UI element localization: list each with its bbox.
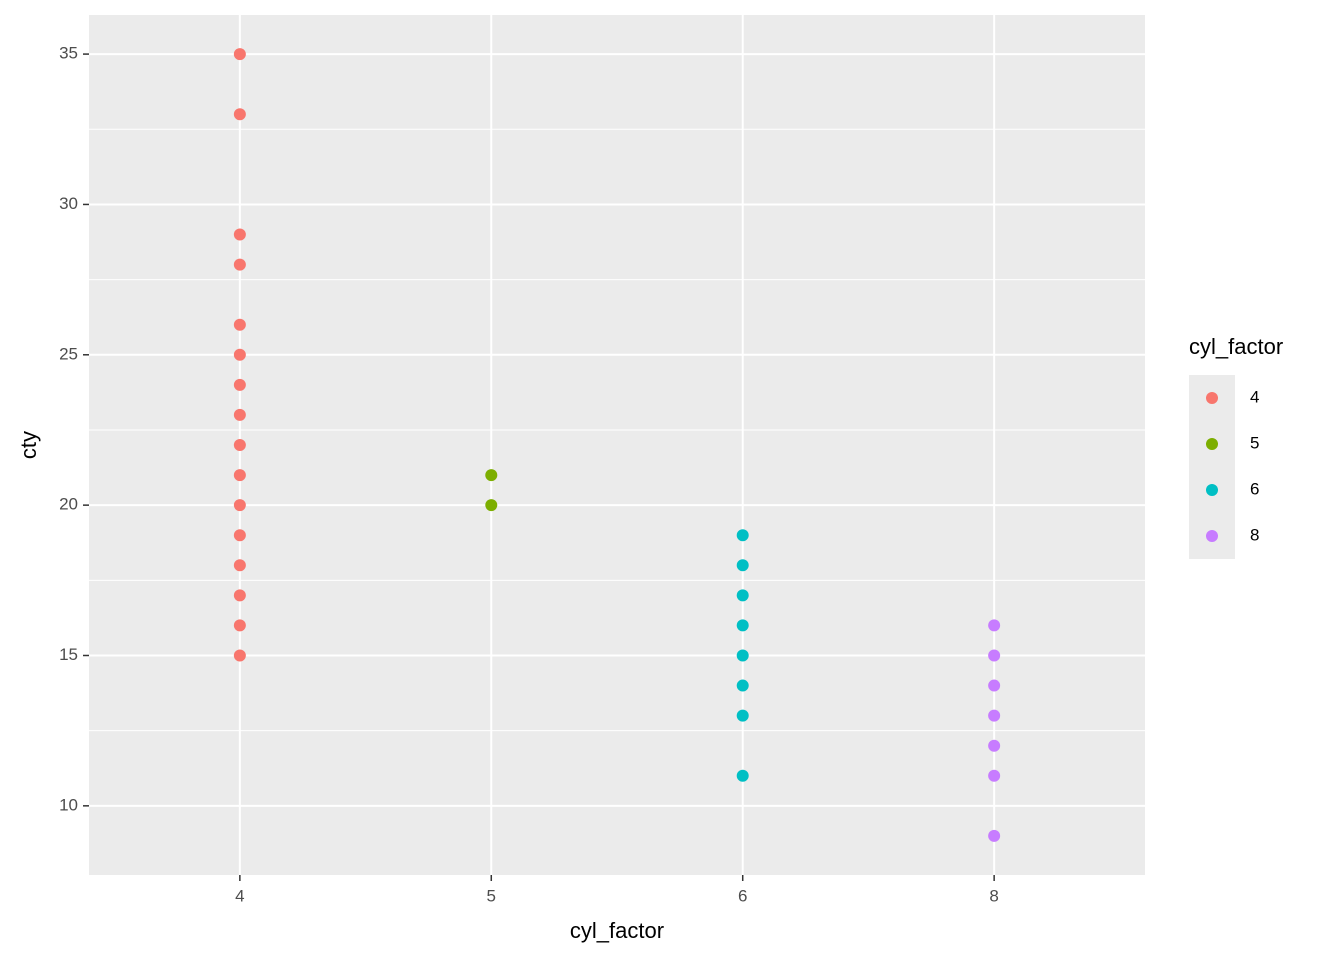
point (233, 619, 246, 632)
point (988, 679, 1001, 692)
point (988, 649, 1001, 662)
y-axis-title: cty (16, 431, 41, 459)
point (485, 469, 498, 482)
legend-label: 4 (1250, 387, 1259, 406)
point (233, 499, 246, 512)
point (233, 439, 246, 451)
x-tick-label: 4 (235, 886, 244, 905)
y-tick-label: 35 (59, 44, 78, 63)
point (233, 408, 246, 421)
legend-label: 5 (1250, 433, 1259, 452)
point (233, 48, 246, 61)
point (736, 709, 749, 722)
legend-key (1206, 392, 1218, 404)
point (233, 469, 246, 482)
point (233, 378, 246, 391)
point (988, 829, 1001, 842)
point (233, 559, 246, 572)
legend-label: 6 (1250, 479, 1259, 498)
legend-key-background (1189, 375, 1235, 559)
point (988, 739, 1001, 752)
point (233, 348, 246, 361)
point (233, 318, 246, 331)
y-tick-label: 20 (59, 495, 78, 514)
point (736, 589, 749, 602)
point (485, 499, 498, 512)
point (736, 559, 749, 572)
y-tick-label: 25 (59, 344, 78, 363)
point (233, 589, 246, 602)
point (233, 228, 246, 241)
x-axis-title: cyl_factor (570, 918, 664, 943)
point (988, 619, 1001, 632)
x-tick-label: 8 (989, 886, 998, 905)
point (233, 529, 246, 542)
panel (89, 15, 1145, 875)
legend-label: 8 (1250, 525, 1259, 544)
x-tick-label: 5 (487, 886, 496, 905)
points (233, 48, 1001, 842)
point (736, 679, 749, 692)
point (736, 619, 749, 632)
y-tick-label: 15 (59, 645, 78, 664)
point (233, 649, 246, 662)
legend-key (1206, 438, 1218, 450)
point (736, 529, 749, 542)
legend-title: cyl_factor (1189, 334, 1283, 359)
x-tick-label: 6 (738, 886, 747, 905)
point (988, 709, 1001, 722)
point (736, 649, 749, 662)
point (988, 769, 1001, 782)
legend-key (1206, 530, 1218, 542)
legend-key (1206, 484, 1218, 496)
point (233, 258, 246, 271)
point (233, 108, 246, 121)
grid (89, 15, 1145, 875)
point (736, 769, 749, 782)
y-tick-label: 10 (59, 795, 78, 814)
y-tick-label: 30 (59, 194, 78, 213)
